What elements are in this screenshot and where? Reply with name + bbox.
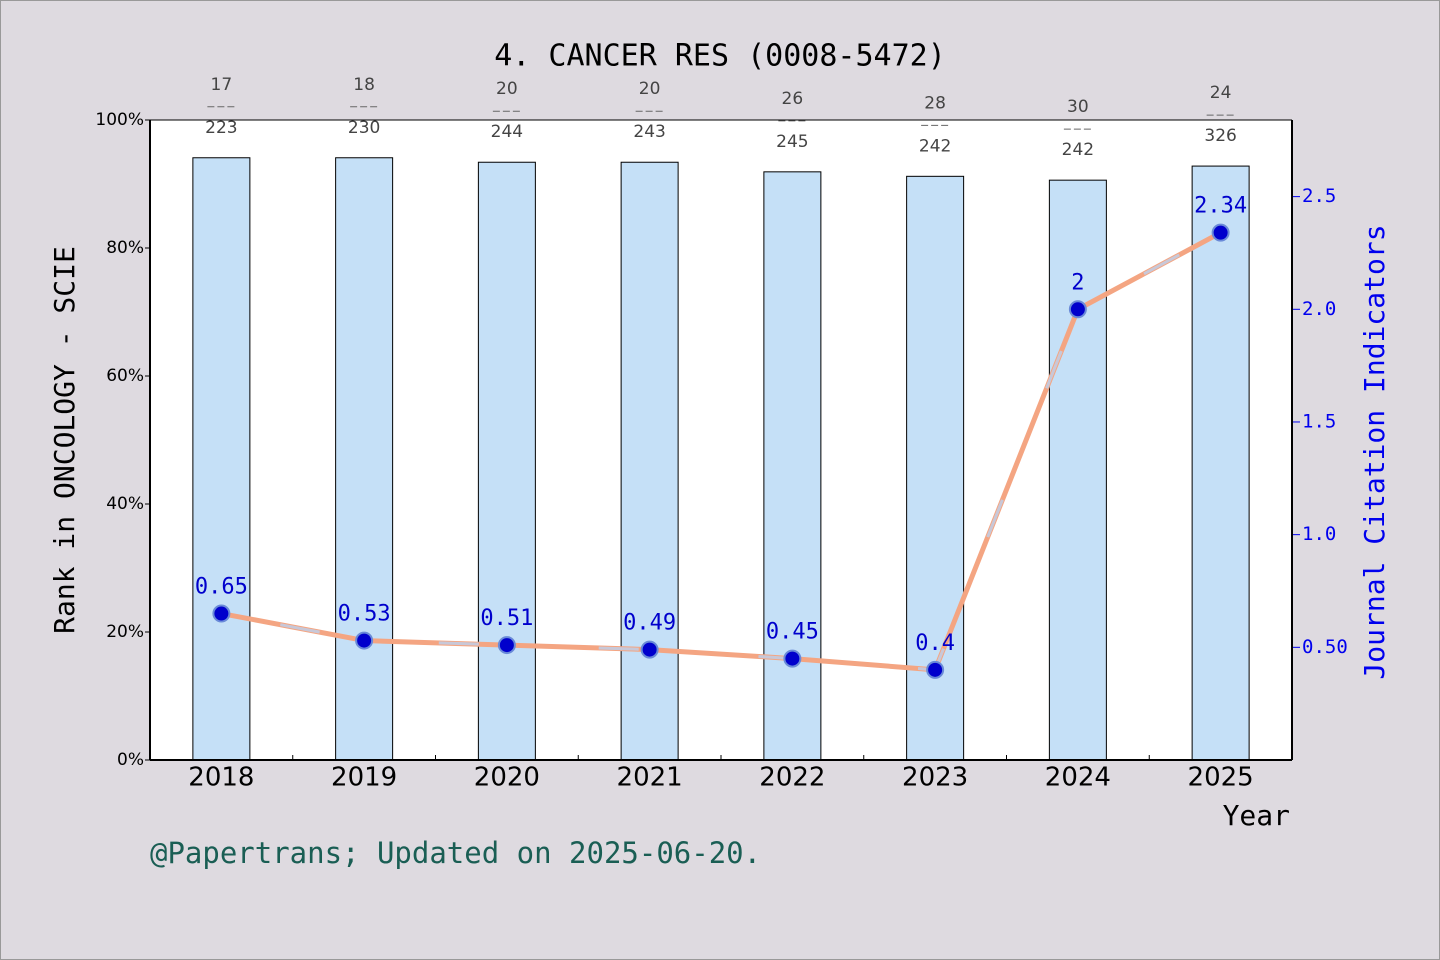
y-axis-label: Rank in ONCOLOGY - SCIE (48, 246, 81, 634)
y2-axis-label: Journal Citation Indicators (1358, 224, 1391, 679)
jci-point (355, 631, 374, 650)
jci-point (212, 604, 231, 623)
jci-value-label: 0.49 (623, 611, 676, 636)
total-label: 230 (348, 118, 380, 138)
rank-label: 20 (639, 79, 661, 99)
jci-value-label: 0.45 (766, 620, 819, 645)
rank-label: 30 (1067, 97, 1089, 117)
rank-label: 24 (1210, 83, 1232, 103)
jci-point (1068, 300, 1087, 319)
rank-label: 28 (924, 93, 946, 113)
y2-tick-label: 2.5 (1302, 185, 1336, 207)
total-label: 326 (1204, 126, 1236, 146)
jci-point (1211, 223, 1230, 242)
total-label: 242 (1062, 140, 1094, 160)
total-label: 243 (633, 122, 665, 142)
y-tick-label: 0% (117, 750, 144, 770)
total-label: 242 (919, 136, 951, 156)
jci-value-label: 2.34 (1194, 194, 1247, 219)
total-label: 245 (776, 132, 808, 152)
bar (763, 171, 822, 761)
y2-tick-label: 2.0 (1302, 298, 1336, 320)
bar (477, 161, 536, 761)
x-tick-label: 2024 (1045, 763, 1111, 793)
bar (192, 157, 251, 761)
jci-point (783, 649, 802, 668)
rank-label: 20 (496, 79, 518, 99)
jci-value-label: 2 (1071, 270, 1084, 295)
jci-point (640, 640, 659, 659)
jci-value-label: 0.53 (338, 602, 391, 627)
chart-title: 4. CANCER RES (0008-5472) (494, 39, 946, 74)
jci-value-label: 0.4 (915, 631, 955, 656)
bar (1048, 179, 1107, 761)
y-tick-label: 20% (106, 622, 144, 642)
x-tick-label: 2021 (617, 763, 683, 793)
x-tick-label: 2025 (1188, 763, 1254, 793)
x-tick-label: 2022 (759, 763, 825, 793)
y-tick-label: 60% (106, 366, 144, 386)
y-tick-label: 80% (106, 238, 144, 258)
jci-point (926, 660, 945, 679)
jci-line-overlay (221, 231, 1222, 672)
total-label: 244 (491, 122, 523, 142)
jci-value-label: 0.65 (195, 575, 248, 600)
y2-tick-label: 1.0 (1302, 523, 1336, 545)
bar (620, 161, 679, 761)
rank-label: 17 (211, 75, 233, 95)
y2-tick-label: 1.5 (1302, 410, 1336, 432)
x-axis-label: Year (1223, 799, 1290, 832)
footer: @Papertrans; Updated on 2025-06-20. (150, 836, 761, 870)
x-tick-label: 2023 (902, 763, 968, 793)
jci-value-label: 0.51 (480, 606, 533, 631)
jci-point (497, 636, 516, 655)
total-label: 223 (205, 118, 237, 138)
y-tick-label: 40% (106, 494, 144, 514)
y2-tick-label: 0.50 (1302, 636, 1348, 658)
x-tick-label: 2020 (474, 763, 540, 793)
bar (1191, 165, 1250, 761)
y-tick-label: 100% (95, 110, 144, 130)
plot-area (150, 120, 1292, 760)
x-tick-label: 2019 (331, 763, 397, 793)
rank-label: 18 (353, 75, 375, 95)
bar (335, 157, 394, 761)
x-tick-label: 2018 (188, 763, 254, 793)
rank-label: 26 (782, 89, 804, 109)
